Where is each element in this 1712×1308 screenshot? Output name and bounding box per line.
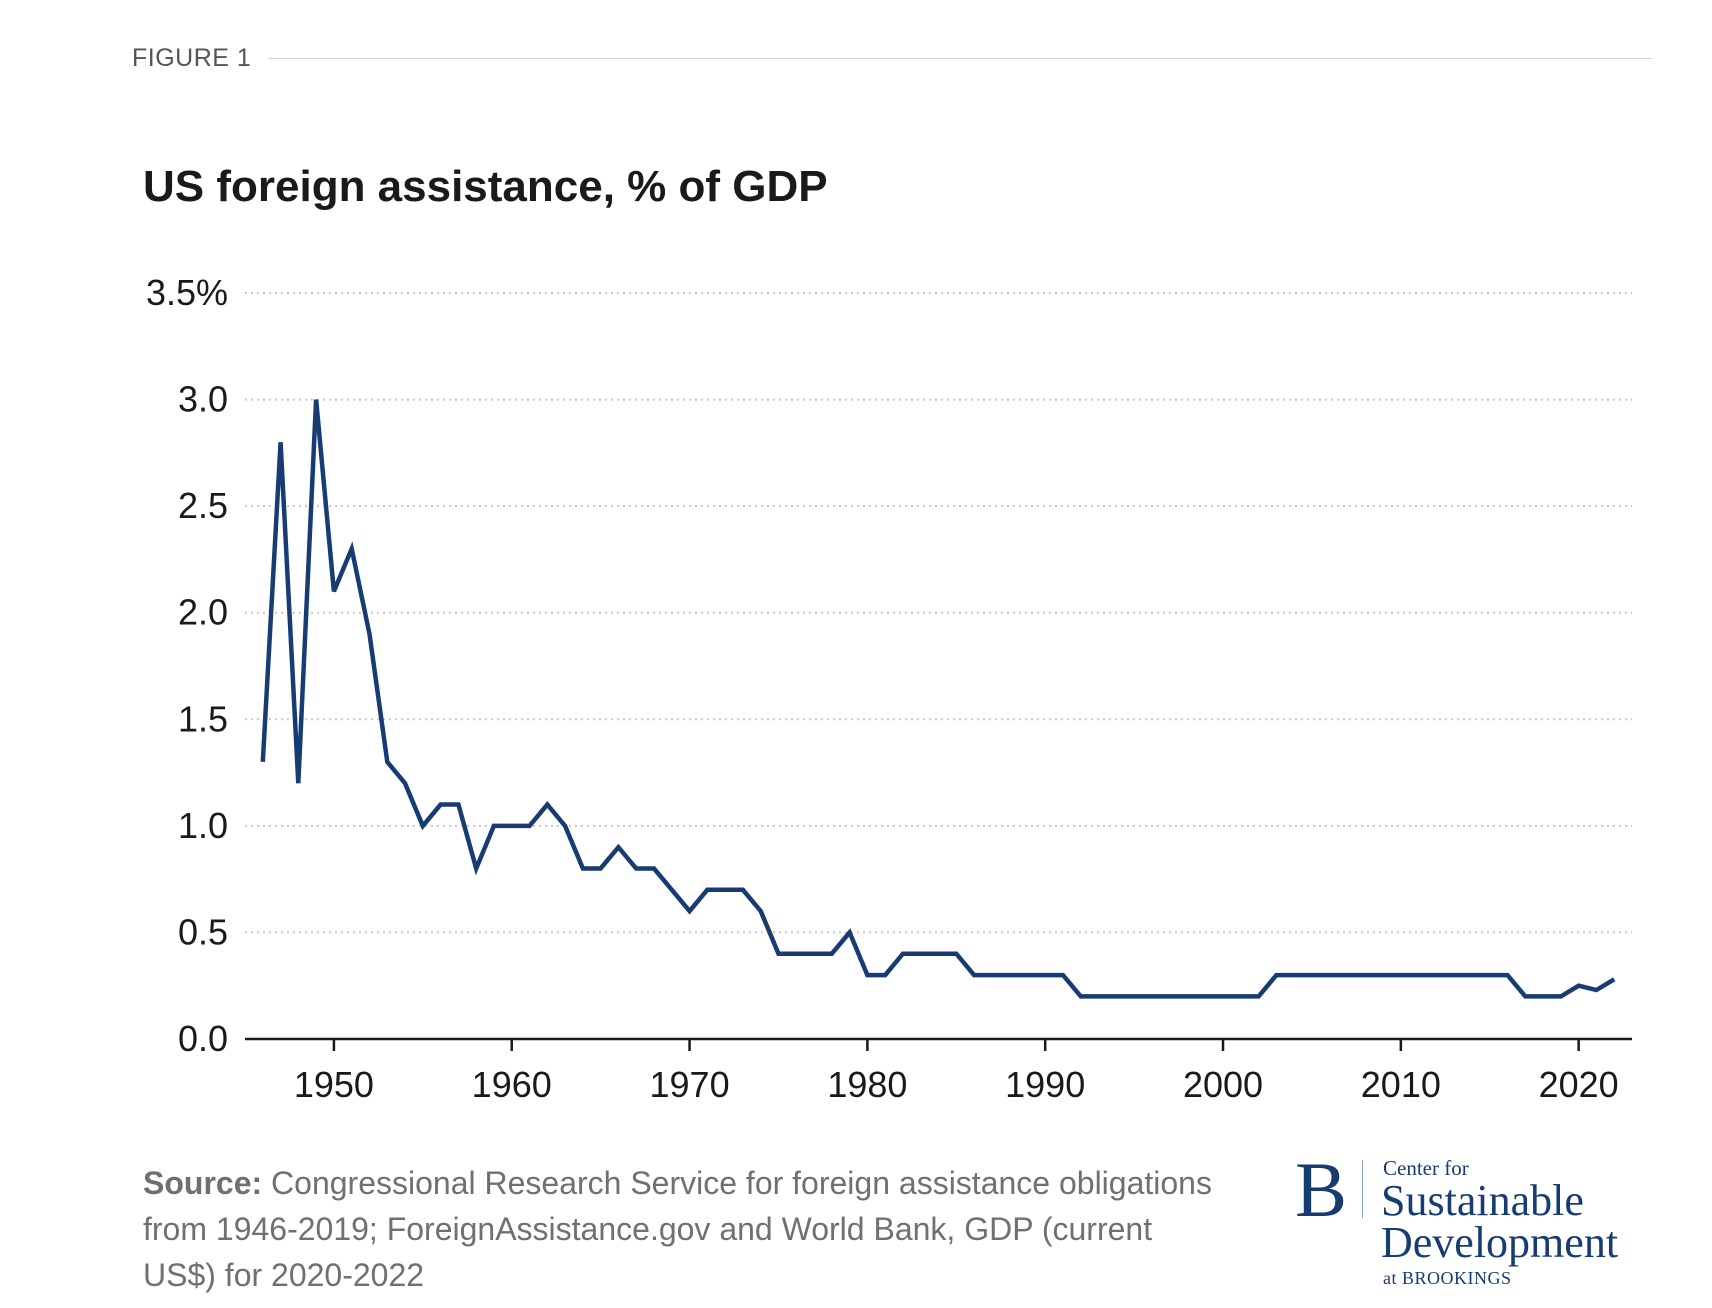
figure-header-rule xyxy=(269,57,1652,59)
logo-mark: B xyxy=(1295,1146,1348,1233)
y-tick-label: 2.0 xyxy=(178,592,228,633)
figure-label: FIGURE 1 xyxy=(132,43,252,72)
x-tick-label: 2000 xyxy=(1183,1064,1263,1105)
x-tick-label: 1980 xyxy=(827,1064,907,1105)
x-tick-label: 1970 xyxy=(650,1064,730,1105)
source-label: Source: xyxy=(143,1165,263,1201)
y-tick-label: 3.5% xyxy=(146,272,228,313)
y-tick-label: 0.0 xyxy=(178,1018,228,1059)
chart-title: US foreign assistance, % of GDP xyxy=(143,162,828,211)
y-tick-label: 1.5 xyxy=(178,698,228,739)
series xyxy=(260,399,1616,999)
y-axis-ticks: 0.0 0.5 1.0 1.5 2.0 2.5 3.0 3.5% xyxy=(146,272,228,1059)
y-tick-label: 0.5 xyxy=(178,911,228,952)
logo-line-4: at BROOKINGS xyxy=(1383,1268,1512,1288)
y-tick-label: 1.0 xyxy=(178,805,228,846)
logo-divider xyxy=(1362,1160,1363,1218)
x-tick-label: 1950 xyxy=(294,1064,374,1105)
logo-line-3: Development xyxy=(1381,1218,1619,1267)
x-tick-label: 1960 xyxy=(472,1064,552,1105)
y-tick-label: 2.5 xyxy=(178,485,228,526)
logo-line-2: Sustainable xyxy=(1381,1176,1584,1225)
series-line xyxy=(260,399,1616,999)
logo-line-1: Center for xyxy=(1383,1156,1469,1180)
x-tick-label: 2010 xyxy=(1361,1064,1441,1105)
gridlines xyxy=(245,292,1632,934)
logo-main-text: Sustainable Development xyxy=(1381,1176,1619,1267)
figure-header: FIGURE 1 xyxy=(132,40,1652,76)
x-tick-label: 1990 xyxy=(1005,1064,1085,1105)
source-text: Congressional Research Service for forei… xyxy=(143,1165,1212,1293)
source-note: Source: Congressional Research Service f… xyxy=(143,1160,1233,1298)
y-tick-label: 3.0 xyxy=(178,379,228,420)
x-axis: 1950 1960 1970 1980 1990 2000 2010 2020 xyxy=(245,1037,1632,1105)
x-tick-label: 2020 xyxy=(1539,1064,1619,1105)
brookings-logo: B Center for Sustainable Development at … xyxy=(1295,1150,1655,1290)
